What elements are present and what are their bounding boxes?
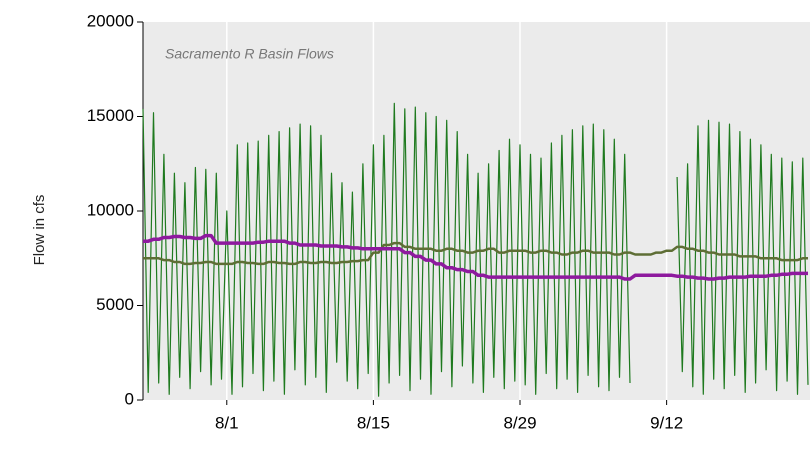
- chart-title: Sacramento R Basin Flows: [165, 46, 334, 62]
- series-line: [143, 241, 808, 266]
- x-tick-label: 9/12: [650, 413, 683, 432]
- y-tick-label: 10000: [87, 200, 134, 219]
- y-tick-label: 0: [125, 389, 134, 408]
- x-tick-label: 8/15: [357, 413, 390, 432]
- series-line: [143, 233, 808, 281]
- series-line: [142, 102, 809, 397]
- x-tick-label: 8/29: [503, 413, 536, 432]
- y-tick-label: 20000: [87, 11, 134, 30]
- y-tick-label: 15000: [87, 106, 134, 125]
- y-axis-label: Flow in cfs: [31, 195, 48, 266]
- x-tick-label: 8/1: [215, 413, 239, 432]
- y-tick-label: 5000: [96, 295, 134, 314]
